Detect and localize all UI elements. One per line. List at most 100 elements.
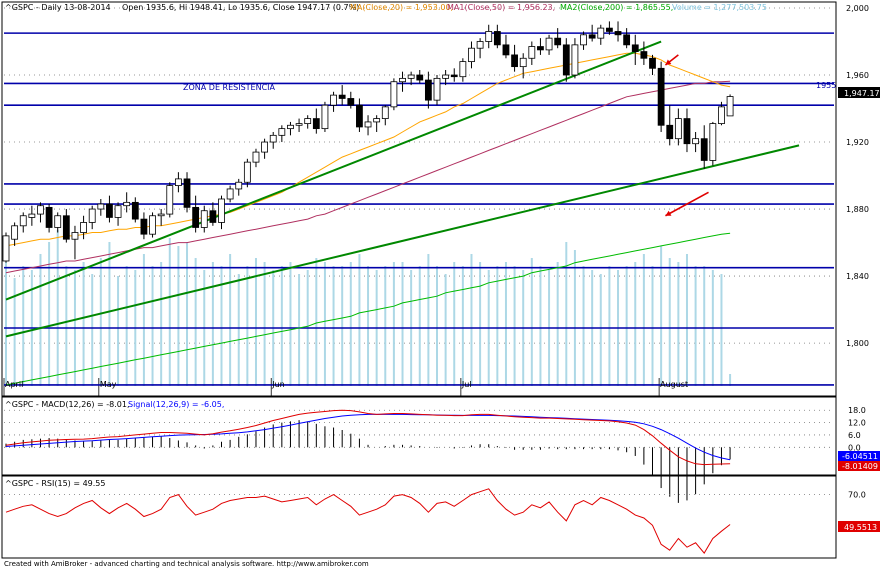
candle-up (295, 123, 303, 126)
candle-up (545, 37, 553, 51)
candle-up (485, 31, 493, 42)
candle-up (718, 106, 725, 125)
candle-up (200, 210, 208, 228)
candle-down (640, 51, 648, 59)
candle-up (580, 34, 587, 46)
candle-down (209, 210, 217, 223)
candle-down (511, 54, 518, 68)
macd-title: ^GSPC - MACD(12,26) = -8.01, (5, 400, 130, 409)
rsi-indicator: 70.0 (4, 488, 866, 554)
candle-up (597, 27, 605, 39)
price-panel-frame (1, 1, 837, 397)
candle-up (54, 215, 62, 228)
rsi-tag-bg (838, 521, 880, 532)
candle-down (700, 138, 708, 161)
candle-up (97, 203, 105, 210)
month-label: August (660, 380, 688, 389)
candle-up (442, 74, 450, 79)
candle-up (459, 61, 467, 78)
rsi-tag: 49.5513 (844, 523, 877, 532)
support-resistance-levels (4, 32, 834, 386)
price-tick-label: 1,800 (846, 339, 869, 348)
candle-down (416, 74, 424, 81)
candle-up (726, 96, 734, 117)
macd-tag-bg (838, 461, 880, 471)
rsi-title: ^GSPC - RSI(15) = 49.55 (5, 479, 105, 488)
candle-up (226, 188, 234, 200)
price-tick-label: 1,960 (846, 71, 869, 80)
price-tick-label: 2,000 (846, 4, 869, 13)
short-term-trendline (5, 40, 662, 301)
header-volume: Volume = 1,277,503.75 (672, 3, 767, 12)
candle-down (562, 44, 570, 76)
red-arrow-shaft (665, 191, 709, 217)
candle-up (304, 118, 312, 125)
candle-up (261, 141, 269, 153)
candle-up (114, 205, 122, 218)
long-term-trendline (5, 144, 800, 338)
candle-down (588, 34, 596, 39)
ma20-line (5, 52, 731, 247)
month-label: April (5, 380, 23, 389)
candle-up (709, 123, 717, 161)
price-axis: 1,800 1,840 1,880 1,920 1,960 2,000 April May Ju… (5, 4, 869, 389)
candle-up (278, 128, 286, 136)
candle-up (468, 47, 475, 63)
macd-line (5, 409, 731, 466)
macd-panel-frame (1, 396, 837, 476)
candle-down (666, 124, 674, 140)
candle-down (140, 218, 148, 235)
header-ma200: MA2(Close,200) = 1,865.55, (560, 3, 673, 12)
resistance-zone-label: ZONA DE RESISTÊNCIA (183, 81, 276, 92)
price-tick-label: 1,880 (846, 205, 869, 214)
candle-down (192, 206, 200, 228)
candlesticks (2, 21, 734, 263)
candle-up (528, 46, 536, 59)
candle-up (330, 94, 337, 106)
candle-down (338, 94, 346, 99)
volume-bars (5, 230, 732, 386)
red-arrow-head (665, 210, 672, 216)
header-ma20: MA(Close,20) = 1,953.00, (350, 3, 453, 12)
candle-up (519, 57, 527, 68)
level-1955-label: 1955 (816, 81, 836, 90)
candle-up (157, 213, 165, 217)
candle-up (88, 208, 96, 223)
candle-up (149, 215, 156, 235)
footer-credit: Created with AmiBroker - advanced charti… (4, 560, 369, 568)
macd-indicator: 18.0 12.0 6.0 0.0 (4, 406, 866, 503)
macd-signal-tag: -6.04511 (842, 452, 878, 461)
red-arrow-head (665, 59, 672, 65)
last-price-tag: 1,947.17 (844, 89, 880, 98)
candle-down (606, 27, 613, 32)
candle-up (71, 232, 79, 240)
candle-down (347, 98, 355, 106)
candle-up (287, 124, 294, 130)
trend-lines (5, 40, 800, 338)
candle-down (683, 118, 691, 145)
price-tick-label: 1,840 (846, 272, 869, 281)
candle-up (80, 222, 87, 233)
ma50-line (5, 80, 731, 274)
ma200-line (5, 232, 731, 386)
candle-down (62, 215, 70, 240)
candle-up (364, 121, 372, 128)
candle-up (381, 106, 389, 119)
macd-tag: -8.01409 (842, 462, 878, 471)
candle-up (674, 118, 682, 140)
price-tick-label: 1,920 (846, 138, 869, 147)
candle-up (269, 134, 277, 143)
candle-up (174, 178, 182, 186)
macd-signal-tag-bg (838, 451, 880, 461)
candle-up (407, 74, 415, 79)
month-label: May (100, 380, 117, 389)
candle-up (19, 215, 27, 227)
candle-down (183, 178, 191, 208)
rsi-line (5, 488, 731, 554)
candle-up (235, 181, 243, 190)
candle-up (390, 81, 398, 108)
candle-down (537, 46, 544, 51)
candle-down (623, 34, 631, 46)
